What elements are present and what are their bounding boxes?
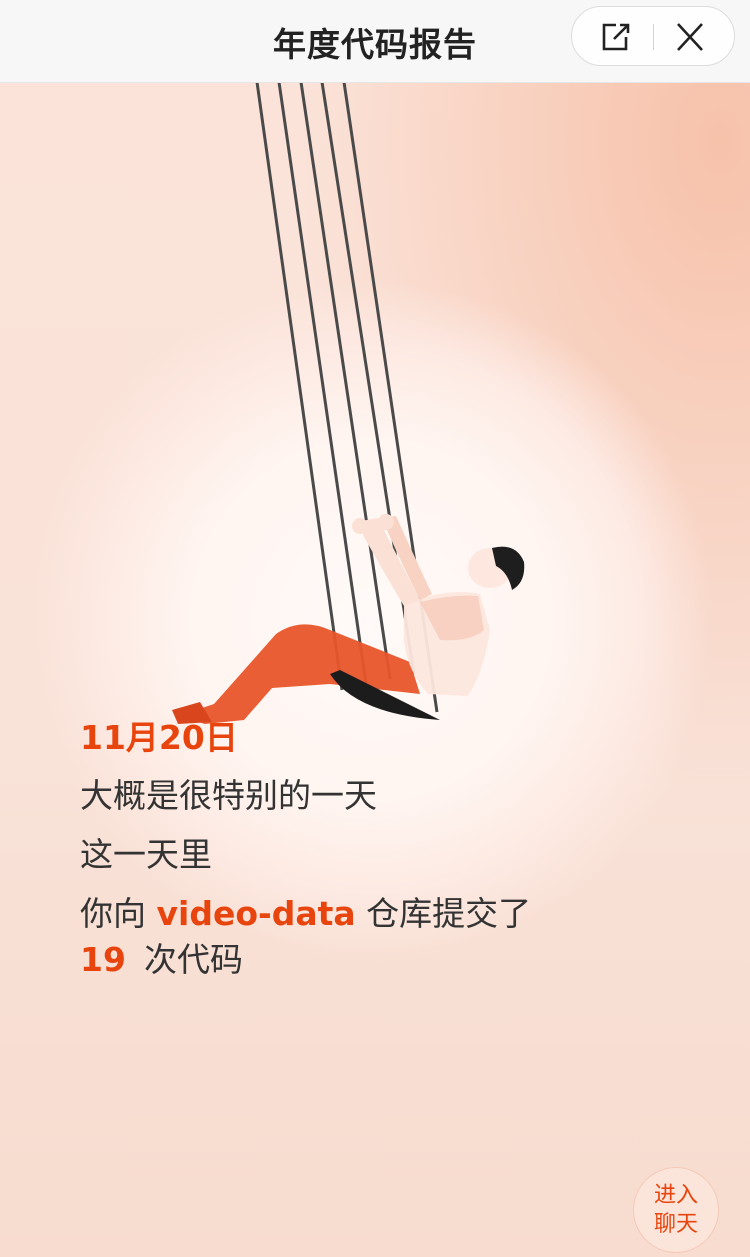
- swing-illustration: [172, 82, 525, 724]
- report-date: 11月20日: [80, 718, 238, 757]
- chat-button-line1: 进入: [653, 1183, 698, 1208]
- commit-count-suffix: 次代码: [143, 940, 243, 979]
- person-legs: [178, 624, 420, 724]
- enter-chat-button[interactable]: 进入 聊天: [633, 1167, 719, 1253]
- this-day-text: 这一天里: [80, 835, 212, 874]
- chat-button-line2: 聊天: [653, 1212, 698, 1237]
- commit-suffix: 仓库提交了: [366, 894, 532, 933]
- commit-count: 19: [80, 940, 126, 979]
- commit-sentence: 你向 video-data 仓库提交了: [80, 893, 680, 935]
- close-icon: [677, 23, 703, 51]
- swing-seat: [330, 670, 440, 720]
- mini-program-capsule: [571, 6, 735, 66]
- special-day-text: 大概是很特别的一天: [80, 776, 377, 815]
- report-content: 11月20日 大概是很特别的一天 这一天里 你向 video-data 仓库提交…: [80, 716, 680, 981]
- share-button[interactable]: [596, 19, 636, 55]
- person-arms: [356, 518, 420, 606]
- capsule-divider: [653, 24, 654, 50]
- share-external-icon: [602, 23, 630, 51]
- close-button[interactable]: [670, 19, 710, 55]
- nav-header: 年度代码报告: [0, 0, 750, 83]
- page-title: 年度代码报告: [273, 25, 477, 64]
- commit-count-line: 19 次代码: [80, 939, 680, 981]
- commit-prefix: 你向: [80, 894, 146, 933]
- repo-name: video-data: [156, 894, 356, 933]
